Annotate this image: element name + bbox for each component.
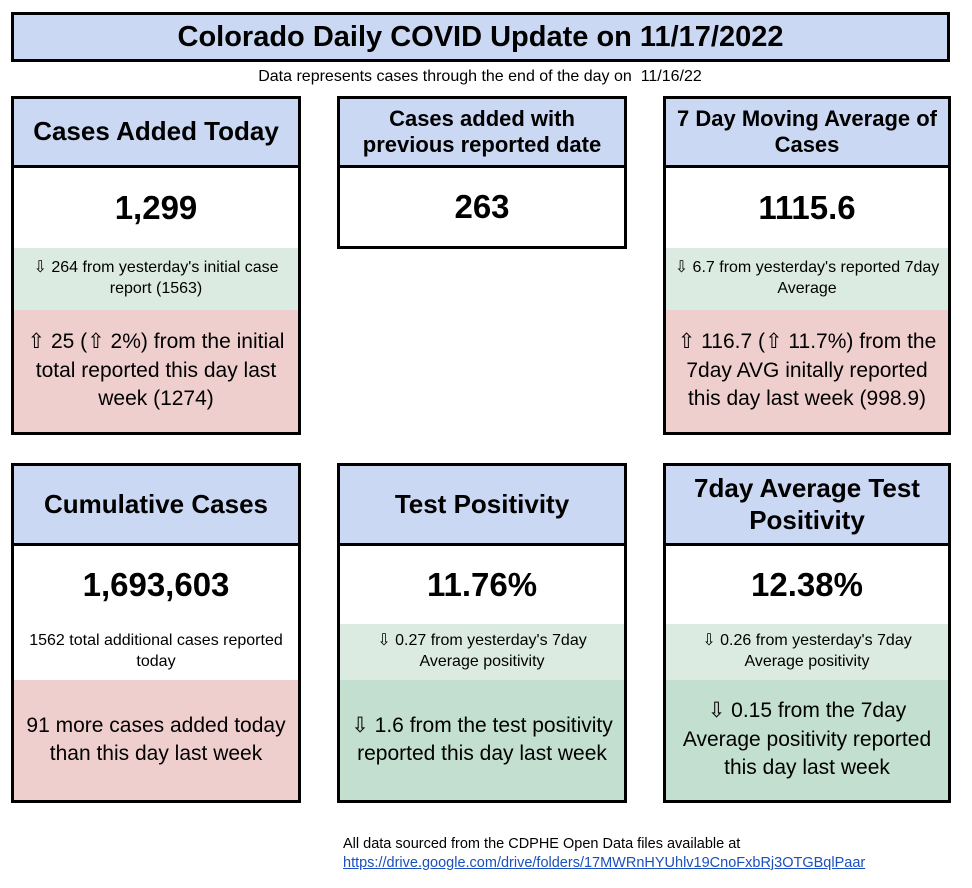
moving-average-panel: 7 Day Moving Average of Cases 1115.6 ⇩ 6…	[663, 96, 951, 435]
data-source-footer: All data sourced from the CDPHE Open Dat…	[343, 835, 865, 873]
change-from-yesterday: ⇩ 0.27 from yesterday's 7day Average pos…	[340, 624, 624, 680]
change-from-last-week: ⇩ 0.15 from the 7day Average positivity …	[666, 680, 948, 800]
avg-test-positivity-value: 12.38%	[751, 566, 863, 603]
test-positivity-panel: Test Positivity 11.76% ⇩ 0.27 from yeste…	[337, 463, 627, 803]
change-from-last-week: 91 more cases added today than this day …	[14, 680, 298, 800]
data-range-note: Data represents cases through the end of…	[258, 68, 702, 85]
change-from-last-week: ⇧ 116.7 (⇧ 11.7%) from the 7day AVG init…	[666, 310, 948, 432]
cases-added-today-panel: Cases Added Today 1,299 ⇩ 264 from yeste…	[11, 96, 301, 435]
source-link[interactable]: https://drive.google.com/drive/folders/1…	[343, 854, 866, 871]
panel-title: 7 Day Moving Average of Cases	[666, 99, 948, 168]
previous-date-panel: Cases added with previous reported date …	[337, 96, 627, 249]
panel-title: 7day Average Test Positivity	[666, 466, 948, 546]
change-from-yesterday: ⇩ 0.26 from yesterday's 7day Average pos…	[666, 624, 948, 680]
previous-date-value: 263	[454, 188, 510, 225]
panel-title: Cumulative Cases	[14, 466, 298, 546]
panel-title: Test Positivity	[340, 466, 624, 546]
test-positivity-value: 11.76%	[426, 566, 538, 603]
page-title: Colorado Daily COVID Update on 11/17/202…	[11, 12, 950, 62]
avg-test-positivity-panel: 7day Average Test Positivity 12.38% ⇩ 0.…	[663, 463, 951, 803]
cumulative-cases-value: 1,693,603	[82, 566, 230, 603]
panel-title: Cases added with previous reported date	[340, 99, 624, 168]
moving-average-value: 1115.6	[758, 189, 856, 226]
change-from-yesterday: ⇩ 264 from yesterday's initial case repo…	[14, 248, 298, 310]
additional-cases-note: 1562 total additional cases reported tod…	[14, 624, 298, 680]
change-from-yesterday: ⇩ 6.7 from yesterday's reported 7day Ave…	[666, 248, 948, 310]
change-from-last-week: ⇧ 25 (⇧ 2%) from the initial total repor…	[14, 310, 298, 432]
source-text: All data sourced from the CDPHE Open Dat…	[343, 836, 741, 852]
change-from-last-week: ⇩ 1.6 from the test positivity reported …	[340, 680, 624, 800]
cases-added-today-value: 1,299	[114, 189, 198, 226]
panel-title: Cases Added Today	[14, 99, 298, 168]
cumulative-cases-panel: Cumulative Cases 1,693,603 1562 total ad…	[11, 463, 301, 803]
